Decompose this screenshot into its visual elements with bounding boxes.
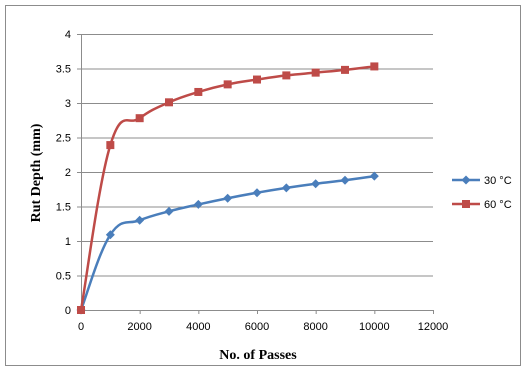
axes [77,34,434,314]
series-60c-point [311,68,320,77]
series-30c-point [105,230,115,240]
legend-swatch-marker [462,200,470,208]
x-tick-label: 4000 [186,321,210,333]
y-tick-label: 3 [65,98,71,110]
series-30c-point [193,199,203,209]
legend-item-60c: 60 °C [452,199,512,211]
series-60c-point [165,98,173,107]
series-30c-point [369,171,379,181]
series-30c-point [340,175,350,185]
series-60c-line [79,65,375,311]
tick-labels: 0 0.5 1 1.5 2 2.5 3 3.5 4 0 2000 4000 6000 8000 10000 1… [56,29,449,333]
series-30c-point [223,193,233,203]
series-60c-point [253,75,261,84]
y-tick-label: 2 [65,167,71,179]
series-60c [77,62,379,314]
series-30c-point [252,188,262,198]
series-60c-point [77,306,85,314]
x-tick-label: 6000 [245,321,269,333]
y-tick-label: 3.5 [56,64,71,76]
legend-item-30c: 30 °C [452,175,512,187]
y-tick-label: 2.5 [56,133,71,145]
series-60c-point [106,141,115,150]
series-60c-point [341,65,349,74]
x-tick-label: 0 [78,321,84,333]
y-axis-title: Rut Depth (mm) [29,123,44,222]
series-60c-point [194,87,203,96]
series-30c-point [311,179,321,189]
x-tick-label: 10000 [359,321,390,333]
series-60c-point [223,80,232,89]
y-tick-label: 4 [65,29,71,41]
legend: 30 °C 60 °C [452,175,512,211]
y-tick-label: 0 [65,305,71,317]
legend-label: 60 °C [484,199,512,211]
series-30c-point [135,215,145,225]
x-tick-label: 12000 [418,321,449,333]
legend-swatch-marker [461,175,471,185]
series-30c-point [164,206,174,216]
x-tick-label: 2000 [127,321,151,333]
x-axis-title: No. of Passes [219,348,297,363]
y-tick-label: 1 [65,236,71,248]
series-group [76,62,379,315]
legend-label: 30 °C [484,175,512,187]
series-60c-point [282,71,291,80]
series-60c-point [370,62,379,71]
series-30c-point [281,183,291,193]
x-tick-label: 8000 [303,321,327,333]
series-60c-point [135,114,144,123]
chart-frame [5,5,521,366]
y-tick-label: 0.5 [56,271,71,283]
y-tick-label: 1.5 [56,202,71,214]
